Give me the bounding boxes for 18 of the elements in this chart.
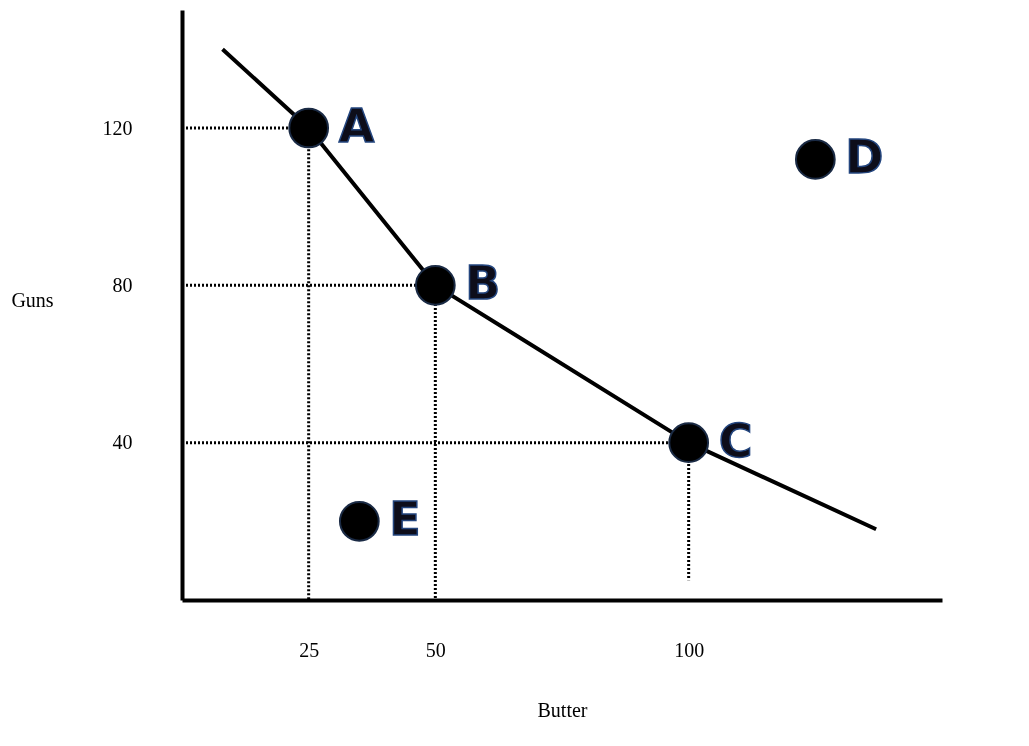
point bbox=[288, 107, 330, 149]
x-tick-label: 100 bbox=[674, 638, 705, 661]
y-tick-label: 40 bbox=[112, 431, 133, 454]
point bbox=[794, 139, 836, 180]
annotation: E bbox=[389, 492, 421, 547]
point bbox=[338, 501, 380, 542]
y-tick-label: 80 bbox=[112, 273, 133, 296]
annotation: B bbox=[465, 256, 501, 311]
x-tick-label: 25 bbox=[299, 638, 320, 661]
y-tick-label: 120 bbox=[102, 116, 133, 139]
x-tick-label: 50 bbox=[425, 638, 446, 661]
annotation: D bbox=[845, 130, 884, 185]
y-axis-title: Guns bbox=[11, 288, 54, 311]
point bbox=[414, 265, 456, 306]
annotation: A bbox=[338, 99, 375, 153]
x-axis-title: Butter bbox=[537, 698, 588, 721]
point bbox=[668, 422, 710, 463]
annotation: C bbox=[718, 413, 753, 468]
